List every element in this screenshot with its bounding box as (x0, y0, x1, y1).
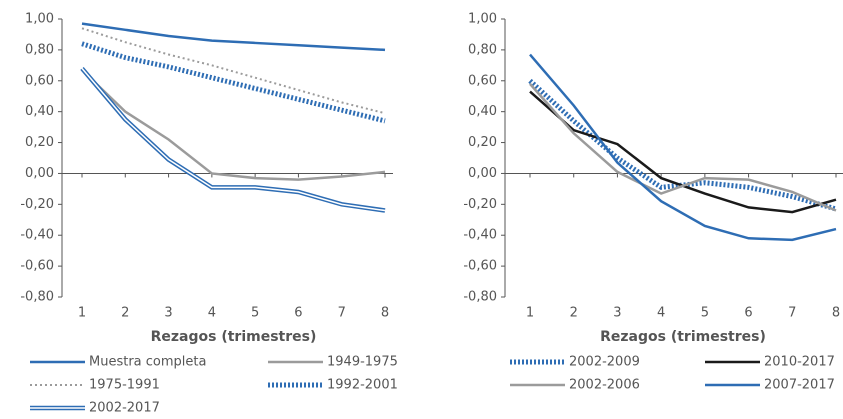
x-tick-label: 7 (788, 306, 796, 321)
y-tick-label: -0,20 (20, 197, 54, 212)
x-tick-label: 8 (381, 306, 389, 321)
x-tick-label: 2 (570, 306, 578, 321)
x-axis-label: Rezagos (trimestres) (151, 329, 317, 345)
legend-label: 2002-2006 (569, 378, 640, 393)
y-tick-label: -0,80 (463, 290, 497, 305)
y-tick-label: 1,00 (25, 12, 54, 27)
series-line (80, 66, 386, 213)
y-tick-label: 0,60 (468, 73, 497, 88)
legend-label: 2002-2017 (89, 401, 160, 416)
y-tick-label: 0,00 (25, 166, 54, 181)
y-tick-label: -0,40 (20, 228, 54, 243)
legend-label: 1975-1991 (89, 378, 160, 393)
y-tick-label: 0,80 (25, 42, 54, 57)
legend-label: Muestra completa (89, 355, 206, 370)
legend-label: 1949-1975 (327, 355, 398, 370)
series-line (529, 83, 837, 212)
series-line-inner (81, 67, 386, 212)
y-tick-label: 0,80 (468, 42, 497, 57)
x-tick-label: 1 (78, 306, 86, 321)
x-tick-label: 8 (832, 306, 840, 321)
x-tick-label: 6 (744, 306, 752, 321)
y-tick-label: 0,20 (25, 135, 54, 150)
series-line (81, 22, 386, 52)
y-tick-label: -0,60 (20, 259, 54, 274)
y-tick-label: 0,00 (468, 166, 497, 181)
x-tick-label: 3 (613, 306, 621, 321)
y-tick-label: -0,60 (463, 259, 497, 274)
legend-label: 2007-2017 (764, 378, 835, 393)
y-tick-label: 1,00 (468, 12, 497, 27)
y-tick-label: -0,20 (463, 197, 497, 212)
series-line (81, 69, 386, 181)
y-tick-label: 0,40 (25, 104, 54, 119)
y-tick-label: 0,20 (468, 135, 497, 150)
series-line (528, 78, 837, 212)
x-tick-label: 5 (701, 306, 709, 321)
x-tick-label: 3 (164, 306, 172, 321)
x-tick-label: 6 (294, 306, 302, 321)
x-tick-label: 7 (338, 306, 346, 321)
x-axis-label: Rezagos (trimestres) (600, 329, 766, 345)
x-tick-label: 4 (657, 306, 665, 321)
y-tick-label: -0,80 (20, 290, 54, 305)
y-tick-label: -0,40 (463, 228, 497, 243)
x-tick-label: 5 (251, 306, 259, 321)
legend-label: 1992-2001 (327, 378, 398, 393)
series-line (529, 53, 837, 242)
x-tick-label: 1 (526, 306, 534, 321)
y-tick-label: 0,60 (25, 73, 54, 88)
legend-label: 2010-2017 (764, 355, 835, 370)
y-tick-label: 0,40 (468, 104, 497, 119)
series-line (81, 41, 386, 124)
x-tick-label: 4 (208, 306, 216, 321)
legend-label: 2002-2009 (569, 355, 640, 370)
x-tick-label: 2 (121, 306, 129, 321)
